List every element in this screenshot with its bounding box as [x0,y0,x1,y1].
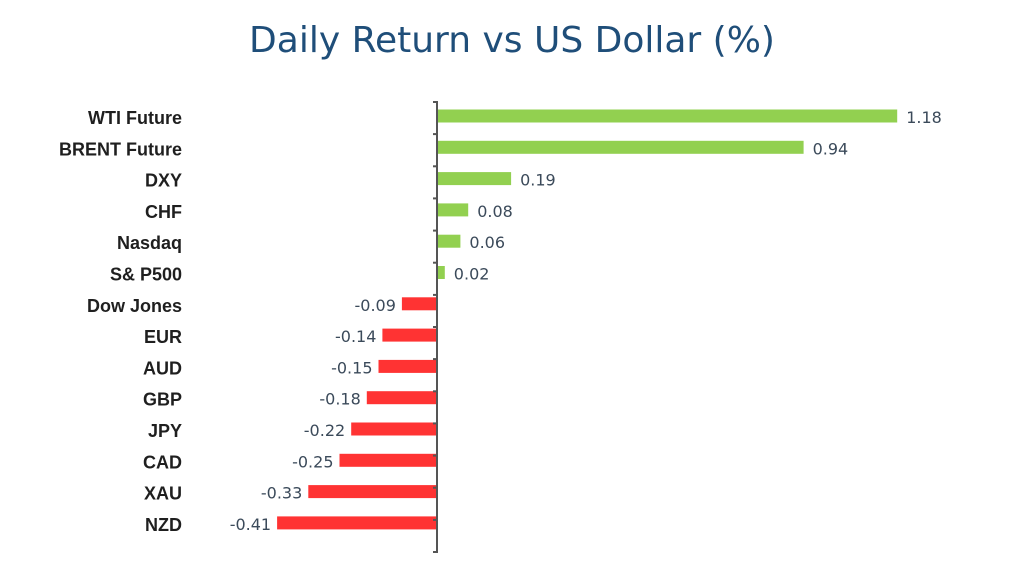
value-label: 0.06 [469,233,505,252]
value-label: 1.18 [906,108,942,127]
category-label: DXY [145,171,182,191]
value-label: 0.94 [813,139,849,158]
bar-gbp [366,391,437,405]
category-label: CAD [143,452,182,472]
value-label: -0.33 [261,484,302,503]
category-label: BRENT Future [59,139,182,159]
category-label: XAU [144,484,182,504]
value-label: 0.08 [477,202,513,221]
value-label: -0.09 [354,296,395,315]
category-label: GBP [143,390,182,410]
value-label: -0.15 [331,358,372,377]
bar-dow-jones [401,297,437,311]
value-label: 0.19 [520,171,556,190]
value-label: -0.18 [319,390,360,409]
value-label: -0.41 [230,515,271,534]
chart-title: Daily Return vs US Dollar (%) [249,20,775,61]
bar-cad [339,453,437,467]
category-label: WTI Future [88,108,182,128]
bar-aud [378,359,437,373]
bar-eur [382,328,437,342]
category-label: CHF [145,202,182,222]
bar-nzd [277,516,437,530]
bar-brent-future [437,140,804,154]
bar-nasdaq [437,234,461,248]
bar-s-p500 [437,266,445,279]
value-label: 0.02 [454,265,490,284]
category-label: S& P500 [110,265,182,285]
bar-dxy [437,172,512,186]
bar-chf [437,203,469,217]
value-label: -0.22 [304,421,345,440]
category-label: AUD [143,358,182,378]
bar-xau [308,485,437,499]
category-label: JPY [148,421,182,441]
value-label: -0.14 [335,327,376,346]
value-label: -0.25 [292,452,333,471]
category-label: NZD [145,515,182,535]
bar-wti-future [437,109,898,123]
category-label: Nasdaq [117,233,182,253]
bar-jpy [351,422,437,436]
category-label: EUR [144,327,182,347]
category-label: Dow Jones [87,296,182,316]
